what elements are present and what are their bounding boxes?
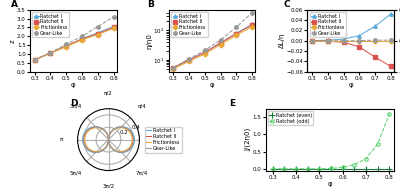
Legend: Ratchet I, Ratchet II, Frictionless, Gear-Like: Ratchet I, Ratchet II, Frictionless, Gea…	[171, 12, 208, 37]
Legend: Ratchet (even), Ratchet (odd): Ratchet (even), Ratchet (odd)	[268, 111, 314, 125]
Legend: Ratchet I, Ratchet II, Frictionless, Gear-Like: Ratchet I, Ratchet II, Frictionless, Gea…	[32, 12, 69, 37]
X-axis label: φ: φ	[210, 82, 214, 88]
Y-axis label: J/(2η0): J/(2η0)	[245, 128, 251, 151]
X-axis label: φ: φ	[71, 82, 76, 88]
Legend: Ratchet I, Ratchet II, Frictionless, Gear-Like: Ratchet I, Ratchet II, Frictionless, Gea…	[145, 127, 182, 152]
Text: E: E	[230, 99, 236, 108]
Text: D: D	[70, 99, 78, 108]
Text: B: B	[147, 0, 154, 9]
X-axis label: φ: φ	[348, 82, 353, 88]
Y-axis label: η/η0: η/η0	[146, 33, 152, 49]
Text: A: A	[11, 0, 18, 9]
Y-axis label: z: z	[10, 39, 16, 43]
Legend: Ratchet I, Ratchet II, Frictionless, Gear-Like: Ratchet I, Ratchet II, Frictionless, Gea…	[310, 12, 346, 37]
X-axis label: φ: φ	[328, 181, 332, 187]
Y-axis label: ΔL/η: ΔL/η	[279, 33, 285, 48]
Text: C: C	[283, 0, 290, 9]
